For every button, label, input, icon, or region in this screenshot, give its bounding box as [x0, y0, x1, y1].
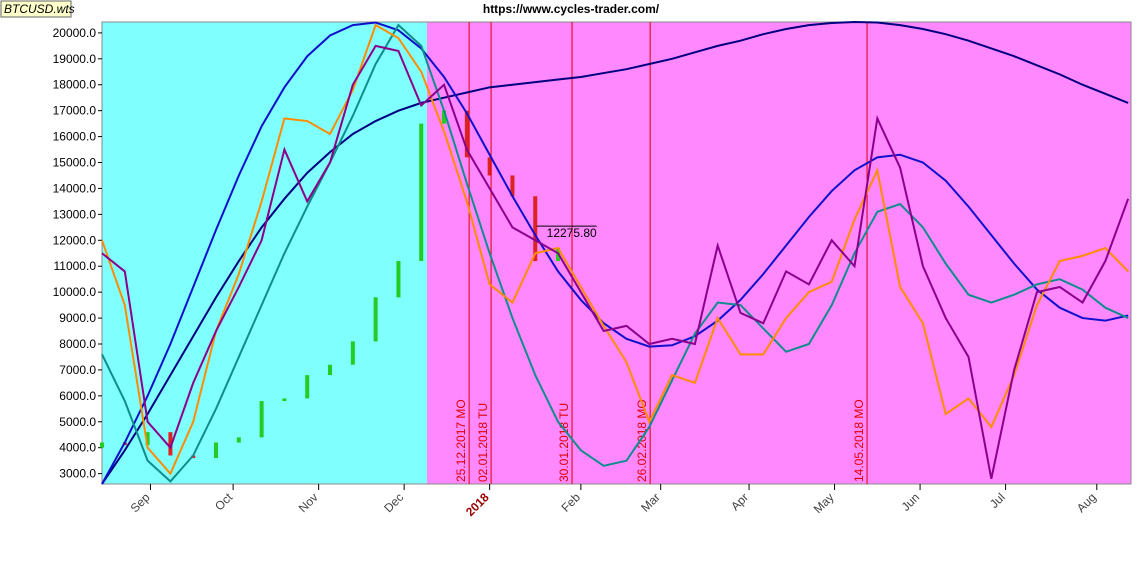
y-tick-label: 11000.0 [54, 259, 97, 273]
candle-body [373, 297, 378, 342]
candle-body [328, 364, 333, 376]
y-tick-label: 16000.0 [53, 130, 97, 144]
y-tick-label: 20000.0 [53, 26, 97, 40]
x-tick-label: May [811, 490, 837, 516]
marker-label: 30.01.2018 TU [557, 403, 571, 482]
candle-body [214, 442, 219, 459]
candle-body [305, 375, 310, 399]
y-tick-label: 12000.0 [53, 233, 97, 247]
y-tick-label: 14000.0 [53, 181, 97, 195]
candle-body [100, 442, 104, 448]
candle-body [396, 261, 401, 298]
marker-label: 14.05.2018 MO [852, 399, 866, 482]
candle-body [442, 110, 447, 124]
candle-body [419, 123, 424, 262]
x-tick-label: Nov [296, 490, 321, 515]
y-tick-label: 15000.0 [53, 156, 97, 170]
candle-body [282, 398, 287, 402]
x-tick-label: Sep [128, 490, 153, 515]
candle-body [464, 110, 469, 158]
y-tick-label: 5000.0 [59, 415, 96, 429]
candle-body [510, 175, 515, 197]
candle-body [533, 196, 538, 262]
x-tick-label: Oct [212, 490, 236, 514]
candle-body [168, 432, 173, 456]
y-tick-label: 4000.0 [59, 441, 96, 455]
series-line [101, 44, 1130, 480]
candle-body [350, 341, 355, 365]
series-line [101, 21, 1129, 485]
y-tick-label: 7000.0 [59, 363, 96, 377]
price-label: 12275.80 [547, 226, 597, 240]
y-tick-label: 3000.0 [59, 467, 96, 481]
candle-body [487, 157, 492, 176]
candle-body [259, 401, 264, 438]
marker-label: 02.01.2018 TU [476, 403, 490, 482]
x-tick-label: Mar [638, 490, 663, 515]
x-tick-label: Apr [728, 490, 751, 513]
region [102, 22, 427, 484]
y-tick-label: 18000.0 [53, 78, 97, 92]
x-tick-label: Feb [558, 490, 583, 515]
candle-body [145, 432, 150, 446]
symbol-box [0, 0, 72, 18]
y-tick-label: 9000.0 [59, 311, 96, 325]
x-tick-label: Dec [381, 490, 406, 515]
series-line [101, 23, 1129, 476]
chart-title: https://www.cycles-trader.com/ [483, 2, 660, 16]
x-tick-label: 2018 [463, 490, 492, 519]
series-line [101, 23, 1129, 483]
x-tick-label: Jul [987, 490, 1008, 511]
y-tick-label: 13000.0 [53, 207, 97, 221]
plot-frame [101, 21, 1132, 485]
candle-body [236, 437, 241, 443]
y-tick-label: 10000.0 [53, 285, 97, 299]
y-tick-label: 19000.0 [53, 52, 97, 66]
symbol: BTCUSD.wts [4, 2, 75, 16]
marker-label: 25.12.2017 MO [454, 399, 468, 482]
y-tick-label: 6000.0 [59, 389, 96, 403]
y-tick-label: 8000.0 [59, 337, 96, 351]
x-tick-label: Jun [899, 490, 923, 514]
marker-label: 26.02.2018 MO [635, 399, 649, 482]
series-line [101, 20, 1129, 485]
y-tick-label: 17000.0 [53, 104, 97, 118]
x-tick-label: Aug [1074, 490, 1099, 515]
